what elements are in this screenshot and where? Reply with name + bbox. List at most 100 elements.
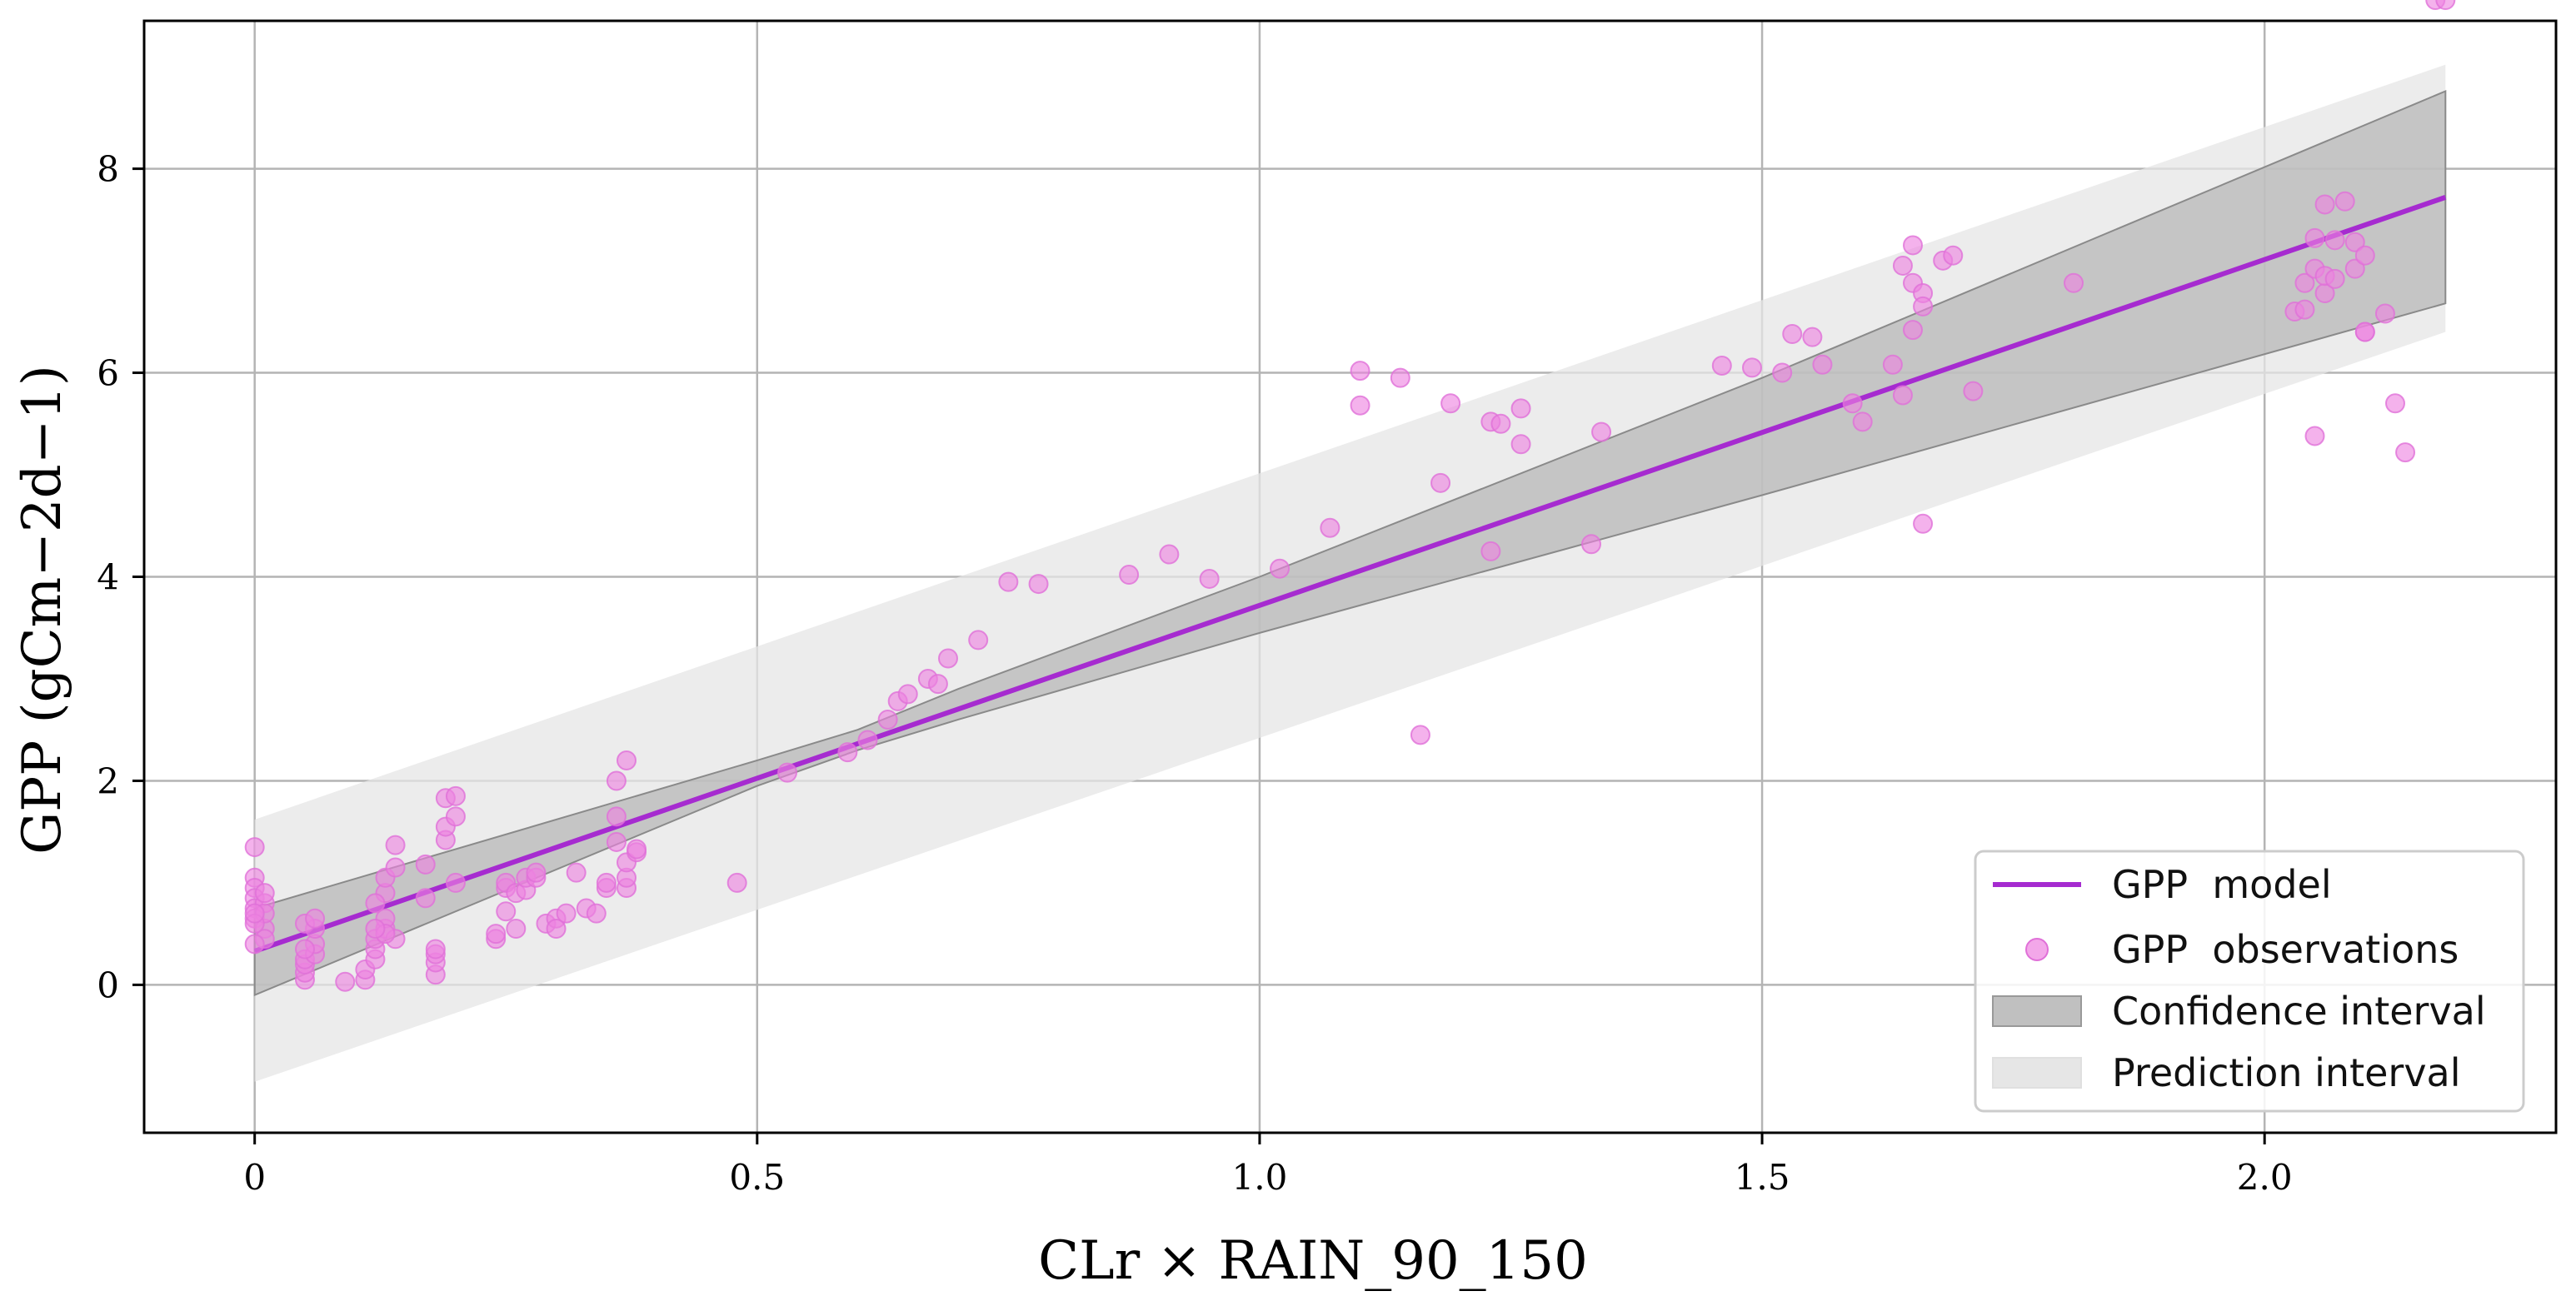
observation-point	[566, 862, 587, 883]
observation-point	[596, 872, 617, 893]
observation-point	[1440, 393, 1461, 414]
observation-point	[938, 648, 958, 669]
observation-point	[1943, 245, 1964, 266]
observation-point	[897, 684, 918, 705]
legend-confidence-label: Confidence interval	[2112, 989, 2486, 1034]
legend: GPP model GPP observations Confidence in…	[1974, 850, 2525, 1113]
y-tick-label: 0	[97, 965, 119, 1005]
observation-point	[1591, 421, 1612, 442]
observation-point	[2304, 426, 2325, 446]
observation-point	[1510, 398, 1531, 419]
observation-point	[857, 730, 878, 750]
observation-point	[586, 903, 607, 924]
observation-point	[496, 901, 517, 922]
observation-point	[606, 806, 627, 827]
observation-point	[295, 939, 315, 960]
observation-point	[1963, 381, 1984, 401]
x-tick-label: 1.5	[1735, 1157, 1790, 1198]
observation-point	[526, 862, 547, 883]
observation-point	[726, 872, 747, 893]
observation-point	[546, 919, 567, 940]
observation-point	[2324, 268, 2345, 289]
observation-point	[385, 835, 406, 855]
observation-point	[606, 831, 627, 852]
observation-point	[927, 674, 948, 695]
observation-point	[365, 893, 386, 914]
observation-point	[606, 770, 627, 791]
observation-point	[1581, 534, 1601, 555]
observation-point	[2314, 194, 2335, 215]
observation-point	[1782, 324, 1803, 345]
observation-point	[1852, 411, 1873, 432]
observation-point	[556, 903, 577, 924]
observation-point	[506, 919, 527, 940]
observation-point	[486, 924, 507, 945]
observation-point	[1842, 393, 1863, 414]
observation-point	[1199, 568, 1220, 589]
observation-point	[415, 888, 436, 909]
x-axis-ticks: 0 0.5 1.0 1.5 2.0	[243, 1133, 2293, 1198]
observation-point	[777, 762, 797, 783]
observation-point	[1430, 472, 1451, 493]
observation-point	[877, 709, 898, 730]
observation-point	[2395, 442, 2416, 463]
observation-point	[335, 971, 356, 992]
y-tick-label: 2	[97, 760, 119, 801]
observation-point	[837, 742, 858, 763]
observation-point	[2385, 393, 2405, 414]
observation-point	[2354, 245, 2375, 266]
observation-point	[365, 919, 386, 940]
observation-point	[1812, 354, 1833, 375]
observation-point	[1913, 296, 1934, 317]
observation-point	[2304, 227, 2325, 248]
observation-point	[2374, 303, 2395, 324]
observation-point	[1892, 255, 1913, 276]
y-tick-label: 4	[97, 557, 119, 598]
legend-confidence-swatch	[1992, 995, 2082, 1027]
observation-point	[385, 857, 406, 878]
observation-point	[445, 785, 466, 806]
observation-point	[415, 854, 436, 875]
legend-model-label: GPP model	[2112, 862, 2332, 907]
observation-point	[445, 872, 466, 893]
observation-point	[2344, 232, 2365, 252]
observation-point	[1119, 565, 1140, 586]
observation-point	[617, 750, 637, 770]
y-tick-label: 8	[97, 149, 119, 190]
legend-observations-swatch	[2025, 938, 2049, 961]
observation-point	[305, 908, 326, 929]
observation-point	[1410, 725, 1430, 745]
observation-point	[1903, 320, 1923, 341]
legend-prediction-swatch	[1992, 1057, 2082, 1089]
observation-point	[1772, 362, 1793, 383]
observation-point	[1903, 235, 1923, 256]
observation-point	[2344, 258, 2365, 279]
observation-point	[1802, 327, 1823, 347]
observation-point	[254, 883, 275, 904]
observation-point	[1711, 355, 1732, 376]
observation-point	[2294, 299, 2315, 320]
observation-point	[445, 806, 466, 827]
observation-point	[2324, 230, 2345, 251]
observation-point	[244, 903, 265, 924]
observation-point	[1028, 574, 1049, 595]
observation-point	[1159, 544, 1180, 565]
observation-point	[244, 837, 265, 858]
gpp-observation-points	[244, 0, 2456, 992]
observation-point	[2294, 272, 2315, 293]
observation-point	[2334, 191, 2355, 212]
observation-point	[1350, 395, 1370, 416]
x-tick-label: 2.0	[2237, 1157, 2293, 1198]
observation-point	[2354, 322, 2375, 342]
y-tick-label: 6	[97, 353, 119, 394]
observation-point	[1510, 434, 1531, 455]
x-tick-label: 0	[243, 1157, 266, 1198]
y-axis-ticks: 0 2 4 6 8	[97, 149, 144, 1005]
observation-point	[1742, 357, 1762, 378]
observation-point	[425, 939, 446, 960]
observation-point	[1490, 413, 1511, 434]
observation-point	[1892, 385, 1913, 406]
observation-point	[244, 934, 265, 955]
observation-point	[1270, 558, 1290, 579]
